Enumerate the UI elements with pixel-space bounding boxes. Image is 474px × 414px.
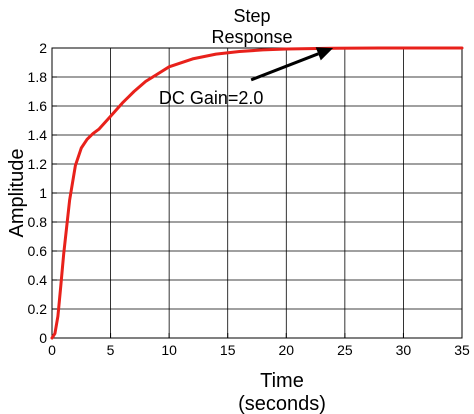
x-tick-label: 20 (278, 342, 294, 358)
y-tick-label: 1.2 (28, 156, 48, 172)
grid (52, 48, 462, 338)
y-tick-label: 0.4 (28, 272, 48, 288)
x-tick-label: 30 (396, 342, 412, 358)
dc-gain-arrow (250, 52, 319, 82)
y-tick-label: 0 (39, 330, 47, 346)
dc-gain-arrow-head (315, 47, 334, 61)
y-axis-label: Amplitude (6, 149, 28, 238)
x-tick-label: 15 (220, 342, 236, 358)
step-response-line (50, 46, 464, 340)
x-tick-label: 10 (161, 342, 177, 358)
y-tick-label: 1.4 (28, 127, 48, 143)
y-tick-label: 2 (39, 40, 47, 56)
x-axis-label-line-2: (seconds) (238, 393, 326, 414)
x-tick-label: 0 (48, 342, 56, 358)
y-tick-label: 0.6 (28, 243, 48, 259)
y-tick-label: 0.8 (28, 214, 48, 230)
x-tick-label: 35 (454, 342, 470, 358)
chart-title-line-2: Response (211, 27, 292, 47)
y-tick-label: 1.6 (28, 98, 48, 114)
tick-marks (51, 47, 463, 339)
dc-gain-label: DC Gain=2.0 (159, 88, 264, 108)
y-tick-label: 1 (39, 185, 47, 201)
x-tick-label: 5 (107, 342, 115, 358)
chart-title-line-1: Step (233, 6, 270, 26)
y-tick-labels: 0 0.2 0.4 0.6 0.8 1 1.2 1.4 1.6 1.8 2 (28, 40, 48, 346)
y-tick-label: 1.8 (28, 69, 48, 85)
dc-gain-annotation: DC Gain=2.0 (159, 47, 334, 108)
y-tick-label: 0.2 (28, 301, 48, 317)
x-tick-labels: 0 5 10 15 20 25 30 35 (48, 342, 470, 358)
x-tick-label: 25 (337, 342, 353, 358)
x-axis-label-line-1: Time (260, 370, 304, 392)
